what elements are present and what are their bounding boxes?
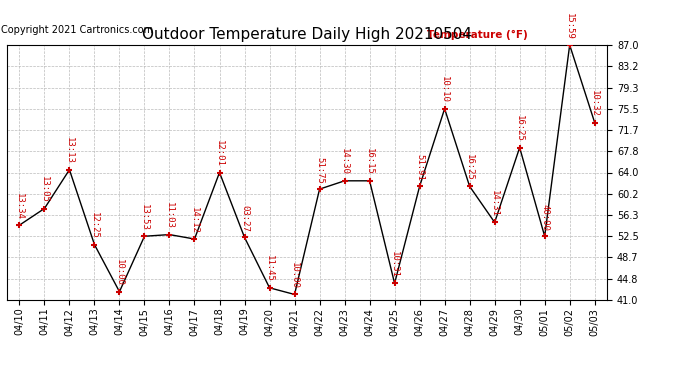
Text: 51:75: 51:75 (315, 157, 324, 184)
Text: 14:12: 14:12 (190, 207, 199, 234)
Text: 14:30: 14:30 (340, 148, 349, 175)
Text: 13:53: 13:53 (140, 204, 149, 231)
Text: 13:13: 13:13 (65, 137, 74, 164)
Text: 14:31: 14:31 (490, 190, 499, 217)
Text: 10:10: 10:10 (440, 76, 449, 103)
Text: 13:34: 13:34 (15, 193, 24, 220)
Text: 16:15: 16:15 (365, 148, 374, 175)
Text: 40:00: 40:00 (540, 204, 549, 231)
Text: 12:01: 12:01 (215, 140, 224, 167)
Text: 51:91: 51:91 (415, 154, 424, 181)
Text: 16:25: 16:25 (465, 154, 474, 181)
Text: 11:03: 11:03 (165, 202, 174, 229)
Text: 11:45: 11:45 (265, 255, 274, 282)
Text: 13:05: 13:05 (40, 176, 49, 203)
Text: 10:31: 10:31 (390, 251, 399, 278)
Text: 15:59: 15:59 (565, 13, 574, 39)
Text: Copyright 2021 Cartronics.com: Copyright 2021 Cartronics.com (1, 25, 153, 34)
Title: Outdoor Temperature Daily High 20210504: Outdoor Temperature Daily High 20210504 (142, 27, 472, 42)
Text: 10:00: 10:00 (115, 259, 124, 286)
Text: 10:00: 10:00 (290, 262, 299, 289)
Text: 10:32: 10:32 (590, 90, 599, 117)
Text: 12:25: 12:25 (90, 212, 99, 239)
Text: Temperature (°F): Temperature (°F) (427, 30, 528, 40)
Text: 03:27: 03:27 (240, 205, 249, 232)
Text: 16:25: 16:25 (515, 115, 524, 142)
